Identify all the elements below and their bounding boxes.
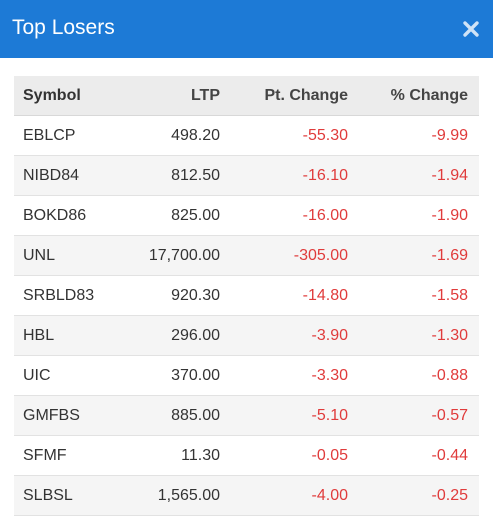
ltp-cell: 17,700.00 — [148, 247, 220, 264]
table-row[interactable]: UNL 17,700.00 -305.00 -1.69 — [14, 236, 479, 276]
pt-change-cell: -305.00 — [293, 247, 348, 264]
table-row[interactable]: SFMF 11.30 -0.05 -0.44 — [14, 436, 479, 476]
symbol-cell[interactable]: SRBLD83 — [23, 287, 95, 304]
ltp-cell: 296.00 — [171, 327, 220, 344]
table-row[interactable]: SLBSL 1,565.00 -4.00 -0.25 — [14, 476, 479, 516]
ltp-cell: 1,565.00 — [157, 487, 220, 504]
ltp-cell: 885.00 — [171, 407, 220, 424]
pt-change-cell: -16.00 — [302, 207, 348, 224]
pct-change-cell: -1.90 — [431, 207, 468, 224]
ltp-cell: 812.50 — [171, 167, 220, 184]
table-header-row: Symbol LTP Pt. Change % Change — [14, 76, 479, 116]
close-icon[interactable] — [462, 20, 480, 38]
column-header-pct-change[interactable]: % Change — [390, 87, 468, 104]
pt-change-cell: -3.30 — [311, 367, 348, 384]
table-row[interactable]: UIC 370.00 -3.30 -0.88 — [14, 356, 479, 396]
dialog-title: Top Losers — [12, 16, 115, 39]
pct-change-cell: -0.88 — [431, 367, 468, 384]
pct-change-cell: -0.25 — [431, 487, 468, 504]
pct-change-cell: -1.94 — [431, 167, 468, 184]
pt-change-cell: -55.30 — [302, 127, 348, 144]
pt-change-cell: -14.80 — [302, 287, 348, 304]
table-row[interactable]: HBL 296.00 -3.90 -1.30 — [14, 316, 479, 356]
table-row[interactable]: NIBD84 812.50 -16.10 -1.94 — [14, 156, 479, 196]
symbol-cell[interactable]: SLBSL — [23, 487, 73, 504]
ltp-cell: 498.20 — [171, 127, 220, 144]
pct-change-cell: -0.57 — [431, 407, 468, 424]
table-row[interactable]: BOKD86 825.00 -16.00 -1.90 — [14, 196, 479, 236]
ltp-cell: 11.30 — [181, 447, 220, 464]
ltp-cell: 825.00 — [171, 207, 220, 224]
symbol-cell[interactable]: SFMF — [23, 447, 67, 464]
symbol-cell[interactable]: HBL — [23, 327, 55, 344]
pct-change-cell: -1.58 — [431, 287, 468, 304]
pt-change-cell: -3.90 — [311, 327, 348, 344]
pct-change-cell: -0.44 — [431, 447, 468, 464]
ltp-cell: 370.00 — [171, 367, 220, 384]
losers-table: Symbol LTP Pt. Change % Change EBLCP 498.… — [14, 76, 479, 516]
symbol-cell[interactable]: UIC — [23, 367, 51, 384]
column-header-pt-change[interactable]: Pt. Change — [264, 87, 348, 104]
table-row[interactable]: EBLCP 498.20 -55.30 -9.99 — [14, 116, 479, 156]
pt-change-cell: -0.05 — [311, 447, 348, 464]
table-row[interactable]: SRBLD83 920.30 -14.80 -1.58 — [14, 276, 479, 316]
pt-change-cell: -5.10 — [311, 407, 348, 424]
pct-change-cell: -1.30 — [431, 327, 468, 344]
table-body: EBLCP 498.20 -55.30 -9.99 NIBD84 812.50 -16.10… — [14, 116, 479, 516]
pct-change-cell: -1.69 — [431, 247, 468, 264]
pt-change-cell: -4.00 — [311, 487, 348, 504]
pct-change-cell: -9.99 — [431, 127, 468, 144]
ltp-cell: 920.30 — [171, 287, 220, 304]
symbol-cell[interactable]: NIBD84 — [23, 167, 80, 184]
symbol-cell[interactable]: BOKD86 — [23, 207, 87, 224]
symbol-cell[interactable]: GMFBS — [23, 407, 80, 424]
symbol-cell[interactable]: UNL — [23, 247, 56, 264]
column-header-ltp[interactable]: LTP — [190, 87, 220, 104]
pt-change-cell: -16.10 — [302, 167, 348, 184]
column-header-symbol[interactable]: Symbol — [23, 87, 81, 104]
symbol-cell[interactable]: EBLCP — [23, 127, 76, 144]
dialog-header: Top Losers — [0, 0, 493, 58]
table-row[interactable]: GMFBS 885.00 -5.10 -0.57 — [14, 396, 479, 436]
